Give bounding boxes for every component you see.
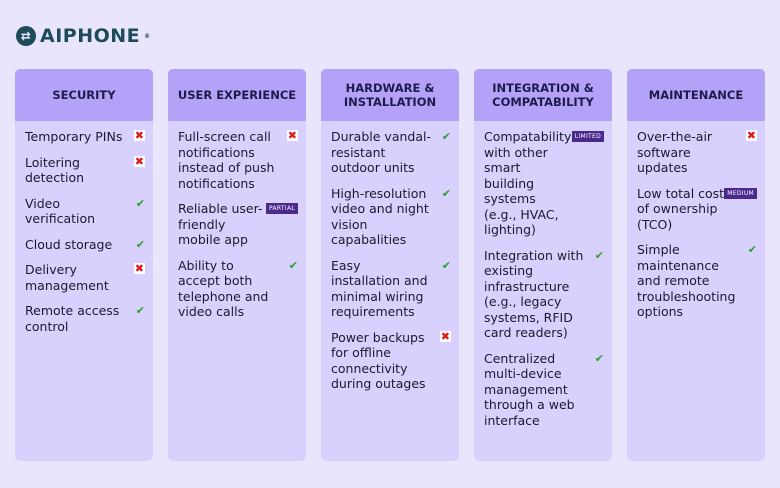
list-item: Temporary PINs ✖ (25, 129, 145, 145)
feature-label: Integration with existing infrastructure… (484, 247, 584, 341)
feature-label: Loitering detection (25, 154, 85, 186)
list-item: Integration with existing infrastructure… (484, 248, 604, 341)
column-header: HARDWARE & INSTALLATION (321, 69, 459, 121)
status-badge: MEDIUM (724, 187, 757, 199)
column-maintenance: MAINTENANCE Over-the-air software updates… (627, 69, 765, 461)
list-item: Power backups for offline connectivity d… (331, 330, 451, 392)
check-icon: ✔ (441, 186, 451, 200)
list-item: High-resolution video and night vision c… (331, 186, 451, 248)
check-icon: ✔ (135, 237, 145, 251)
check-icon: ✔ (594, 248, 604, 262)
check-icon: ✔ (288, 258, 298, 272)
list-item: Delivery management ✖ (25, 262, 145, 293)
column-integration-compatability: INTEGRATION & COMPATABILITY Compatability… (474, 69, 612, 461)
list-item: Full-screen call notifications instead o… (178, 129, 298, 191)
x-icon: ✖ (133, 262, 145, 275)
comparison-columns: SECURITY Temporary PINs ✖ Loitering detecti… (15, 69, 765, 461)
check-icon: ✔ (594, 351, 604, 365)
list-item: Loitering detection ✖ (25, 155, 145, 186)
list-item: Compatability with other smart building … (484, 129, 604, 238)
list-item: Ability to accept both telephone and vid… (178, 258, 298, 320)
list-item: Over-the-air software updates ✖ (637, 129, 757, 176)
status-badge: LIMITED (571, 131, 604, 142)
check-icon: ✔ (441, 130, 451, 143)
column-user-experience: USER EXPERIENCE Full-screen call notifica… (168, 69, 306, 461)
feature-label: Power backups for offline connectivity d… (331, 329, 426, 392)
list-item: Centralized multi-device management thro… (484, 351, 604, 429)
column-security: SECURITY Temporary PINs ✖ Loitering detecti… (15, 69, 153, 461)
column-header: SECURITY (15, 69, 153, 121)
column-header: MAINTENANCE (627, 69, 765, 121)
status-badge: PARTIAL (265, 203, 298, 214)
feature-label: Centralized multi-device management thro… (484, 350, 575, 428)
list-item: Durable vandal-resistant outdoor units ✔ (331, 129, 451, 176)
feature-label: Durable vandal-resistant outdoor units (331, 129, 431, 175)
list-item: Cloud storage ✔ (25, 237, 145, 253)
x-icon: ✖ (286, 129, 298, 142)
logo-icon: ⇄ (16, 26, 36, 46)
list-item: Easy installation and minimal wiring req… (331, 258, 451, 320)
feature-label: Reliable user-friendly mobile app (178, 201, 263, 247)
column-hardware-installation: HARDWARE & INSTALLATION Durable vandal-re… (321, 69, 459, 461)
feature-label: Video verification (25, 195, 96, 227)
feature-label: Delivery management (25, 262, 109, 293)
feature-label: Temporary PINs (25, 129, 123, 144)
feature-label: Simple maintenance and remote troublesho… (637, 242, 736, 319)
list-item: Video verification ✔ (25, 196, 145, 227)
x-icon: ✖ (745, 129, 757, 142)
feature-label: Over-the-air software updates (637, 129, 713, 175)
x-icon: ✖ (133, 129, 145, 142)
feature-label: Compatability with other smart building … (484, 129, 572, 237)
brand-name: AIPHONE (40, 25, 141, 47)
x-icon: ✖ (133, 154, 145, 168)
column-header: USER EXPERIENCE (168, 69, 306, 121)
aiphone-logo: ⇄ AIPHONE ® (16, 25, 151, 47)
x-icon: ✖ (439, 329, 451, 343)
feature-label: Full-screen call notifications instead o… (178, 129, 275, 191)
feature-label: Cloud storage (25, 236, 113, 252)
check-icon: ✔ (135, 196, 145, 210)
feature-label: High-resolution video and night vision c… (331, 185, 429, 248)
feature-label: Easy installation and minimal wiring req… (331, 257, 428, 320)
list-item: Low total cost of ownership (TCO) MEDIUM (637, 186, 757, 233)
list-item: Reliable user-friendly mobile app PARTIAL (178, 201, 298, 248)
feature-label: Low total cost of ownership (TCO) (637, 185, 725, 232)
list-item: Simple maintenance and remote troublesho… (637, 242, 757, 320)
list-item: Remote access control ✔ (25, 303, 145, 334)
check-icon: ✔ (441, 258, 451, 272)
feature-label: Ability to accept both telephone and vid… (178, 257, 269, 320)
feature-label: Remote access control (25, 303, 120, 334)
column-header: INTEGRATION & COMPATABILITY (474, 69, 612, 121)
check-icon: ✔ (135, 304, 145, 317)
check-icon: ✔ (747, 243, 757, 256)
